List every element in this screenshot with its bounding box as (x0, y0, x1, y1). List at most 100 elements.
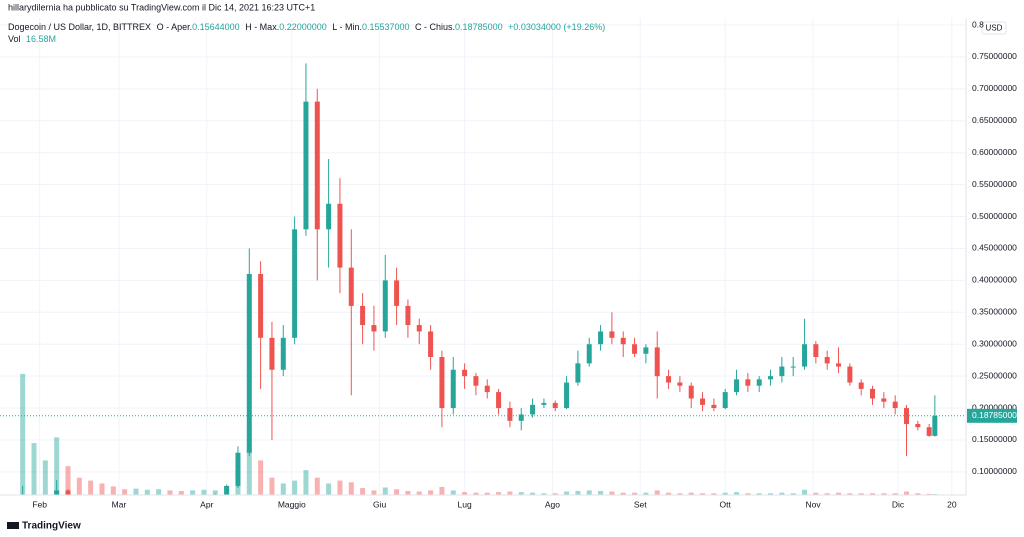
y-tick-label: 0.35000000 (972, 307, 1017, 317)
volume-bar (575, 490, 581, 495)
high-label: H - Max. (245, 22, 279, 32)
candle-body (439, 356, 445, 409)
currency-badge[interactable] (981, 21, 1007, 35)
candle-body (77, 496, 82, 500)
volume-bar (824, 493, 830, 495)
y-tick-label: 0.45000000 (972, 243, 1017, 253)
candle-body (734, 379, 740, 393)
volume-bar (779, 492, 785, 495)
close-label: C - Chius. (415, 22, 455, 32)
candle-body (258, 273, 264, 338)
y-tick-label: 0.8 (972, 19, 984, 29)
candle-body (405, 305, 411, 326)
candle-body (167, 499, 172, 500)
candle-body (371, 325, 377, 332)
candle-body (926, 427, 932, 436)
x-tick-label: Mar (112, 499, 127, 509)
y-tick-label: 0.15000000 (972, 434, 1017, 444)
logo[interactable]: TradingView (7, 521, 81, 532)
volume-label: Vol (8, 34, 21, 44)
volume-bar (790, 493, 796, 495)
candle-body (326, 203, 332, 230)
candle-body (99, 501, 104, 502)
candle-body (190, 499, 195, 502)
candle-body (813, 344, 819, 357)
y-tick-label: 0.30000000 (972, 338, 1017, 348)
volume-bar (734, 492, 740, 495)
volume-bar (292, 480, 298, 495)
candle-body (156, 499, 161, 500)
candle-body (756, 379, 762, 386)
volume-bar (473, 492, 479, 495)
last-price-box (967, 408, 1017, 423)
volume-bar (722, 492, 728, 495)
volume-bar (892, 493, 898, 495)
candle-body (360, 305, 366, 326)
volume-bar (360, 488, 366, 495)
volume-bar (768, 493, 774, 495)
volume-bar (904, 491, 910, 495)
volume-bar (258, 460, 264, 495)
candle-body (586, 344, 592, 364)
x-tick-label: Dic (892, 499, 905, 509)
candle-body (870, 388, 876, 399)
volume-bar (54, 437, 60, 495)
volume-bar (632, 492, 638, 495)
candle-body (303, 101, 309, 230)
volume-bar (416, 491, 422, 495)
last-price-label: 0.18785000 (972, 410, 1017, 420)
currency[interactable]: USD (986, 24, 1003, 33)
volume-bar (201, 489, 207, 495)
candle-body (314, 101, 320, 230)
volume-bar (269, 477, 275, 495)
candle-body (552, 402, 558, 409)
volume-bar (212, 490, 218, 495)
candle-body (65, 490, 71, 495)
x-tick-label: Set (634, 499, 647, 509)
candle-body (881, 398, 887, 402)
volume-bar (507, 491, 513, 495)
low-label: L - Min. (332, 22, 362, 32)
volume-bar (246, 448, 252, 495)
candle-body (564, 382, 570, 409)
candle-body (348, 267, 354, 306)
y-tick-label: 0.10000000 (972, 466, 1017, 476)
candle-body (932, 415, 938, 436)
candle-body (416, 325, 422, 332)
volume-bar (836, 492, 842, 495)
candle-body (802, 344, 808, 367)
volume-bar (666, 492, 672, 495)
volume-bar (348, 482, 354, 495)
candle-body (518, 414, 524, 421)
volume-bar (870, 493, 876, 495)
volume-bar (314, 477, 320, 495)
volume-bar (496, 492, 502, 495)
volume-bar (439, 486, 445, 495)
candle-body (31, 513, 36, 514)
candle-body (235, 452, 241, 486)
volume-legend: Vol 16.58M (8, 34, 56, 44)
volume-bar (813, 492, 819, 495)
legend: Dogecoin / US Dollar, 1D, BITTREX O - Ap… (8, 22, 605, 32)
candle-body (246, 273, 252, 453)
candle-body (688, 385, 694, 399)
volume-bar (280, 483, 286, 495)
volume-bar (144, 489, 150, 495)
volume-bar (915, 493, 921, 495)
volume-bar (405, 490, 411, 495)
volume-bar (167, 490, 173, 495)
candle-body (598, 331, 604, 345)
candle-body (700, 398, 706, 405)
low-value: 0.15537000 (362, 22, 410, 32)
volume-bar (620, 492, 626, 495)
volume-bar (518, 492, 524, 495)
volume-bar (858, 493, 864, 495)
volume-bar (677, 493, 683, 495)
candle-body (292, 229, 298, 338)
volume-bar (881, 493, 887, 495)
close-value: 0.18785000 (455, 22, 503, 32)
candle-body (54, 490, 60, 495)
volume-bar (133, 488, 139, 495)
x-tick-label: Apr (200, 499, 213, 509)
candle-body (179, 500, 184, 502)
